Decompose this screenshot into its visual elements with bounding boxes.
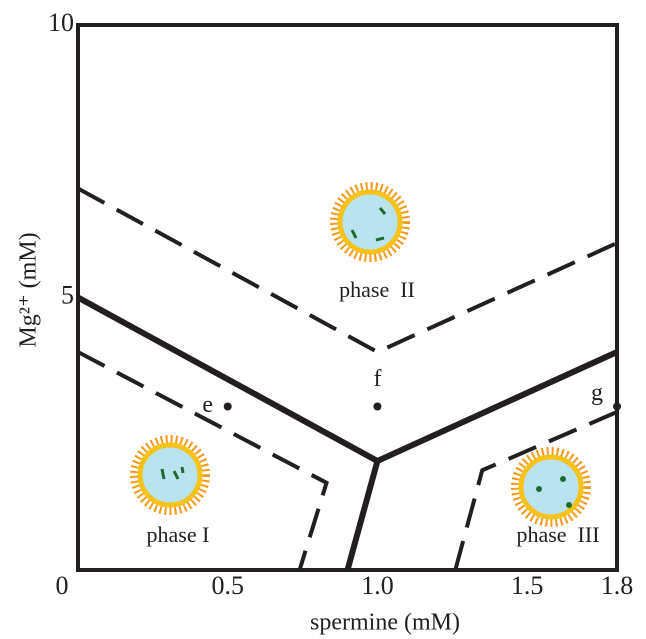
x-tick-label: 1.0 bbox=[361, 571, 394, 600]
phase-boundary bbox=[78, 298, 617, 462]
y-tick-label: 10 bbox=[48, 8, 74, 37]
x-tick-label: 1.8 bbox=[601, 571, 634, 600]
y-tick-label: 5 bbox=[61, 280, 74, 309]
vesicle bbox=[515, 451, 587, 523]
y-axis-label: Mg²⁺ (mM) bbox=[16, 232, 42, 347]
x-tick-label: 1.5 bbox=[511, 571, 544, 600]
data-point bbox=[373, 403, 381, 411]
phase-label: phase I bbox=[147, 522, 210, 547]
x-tick-label: 0 bbox=[56, 571, 69, 600]
vesicle-icons bbox=[134, 186, 587, 523]
point-label: f bbox=[373, 366, 381, 392]
data-point bbox=[224, 403, 232, 411]
phase-label: phase II bbox=[339, 277, 415, 302]
point-label: e bbox=[202, 392, 213, 418]
point-label: g bbox=[591, 380, 603, 406]
data-point bbox=[613, 403, 621, 411]
x-tick-label: 0.5 bbox=[211, 571, 244, 600]
vesicle bbox=[334, 186, 406, 258]
phase-label: phase III bbox=[516, 522, 599, 547]
x-axis-label: spermine (mM) bbox=[310, 610, 460, 636]
phase-boundary bbox=[348, 461, 378, 570]
vesicle bbox=[134, 439, 206, 511]
chart: spermine (mM) Mg²⁺ (mM) 0 0.5 1.0 1.5 1.8 5 10… bbox=[0, 0, 646, 639]
